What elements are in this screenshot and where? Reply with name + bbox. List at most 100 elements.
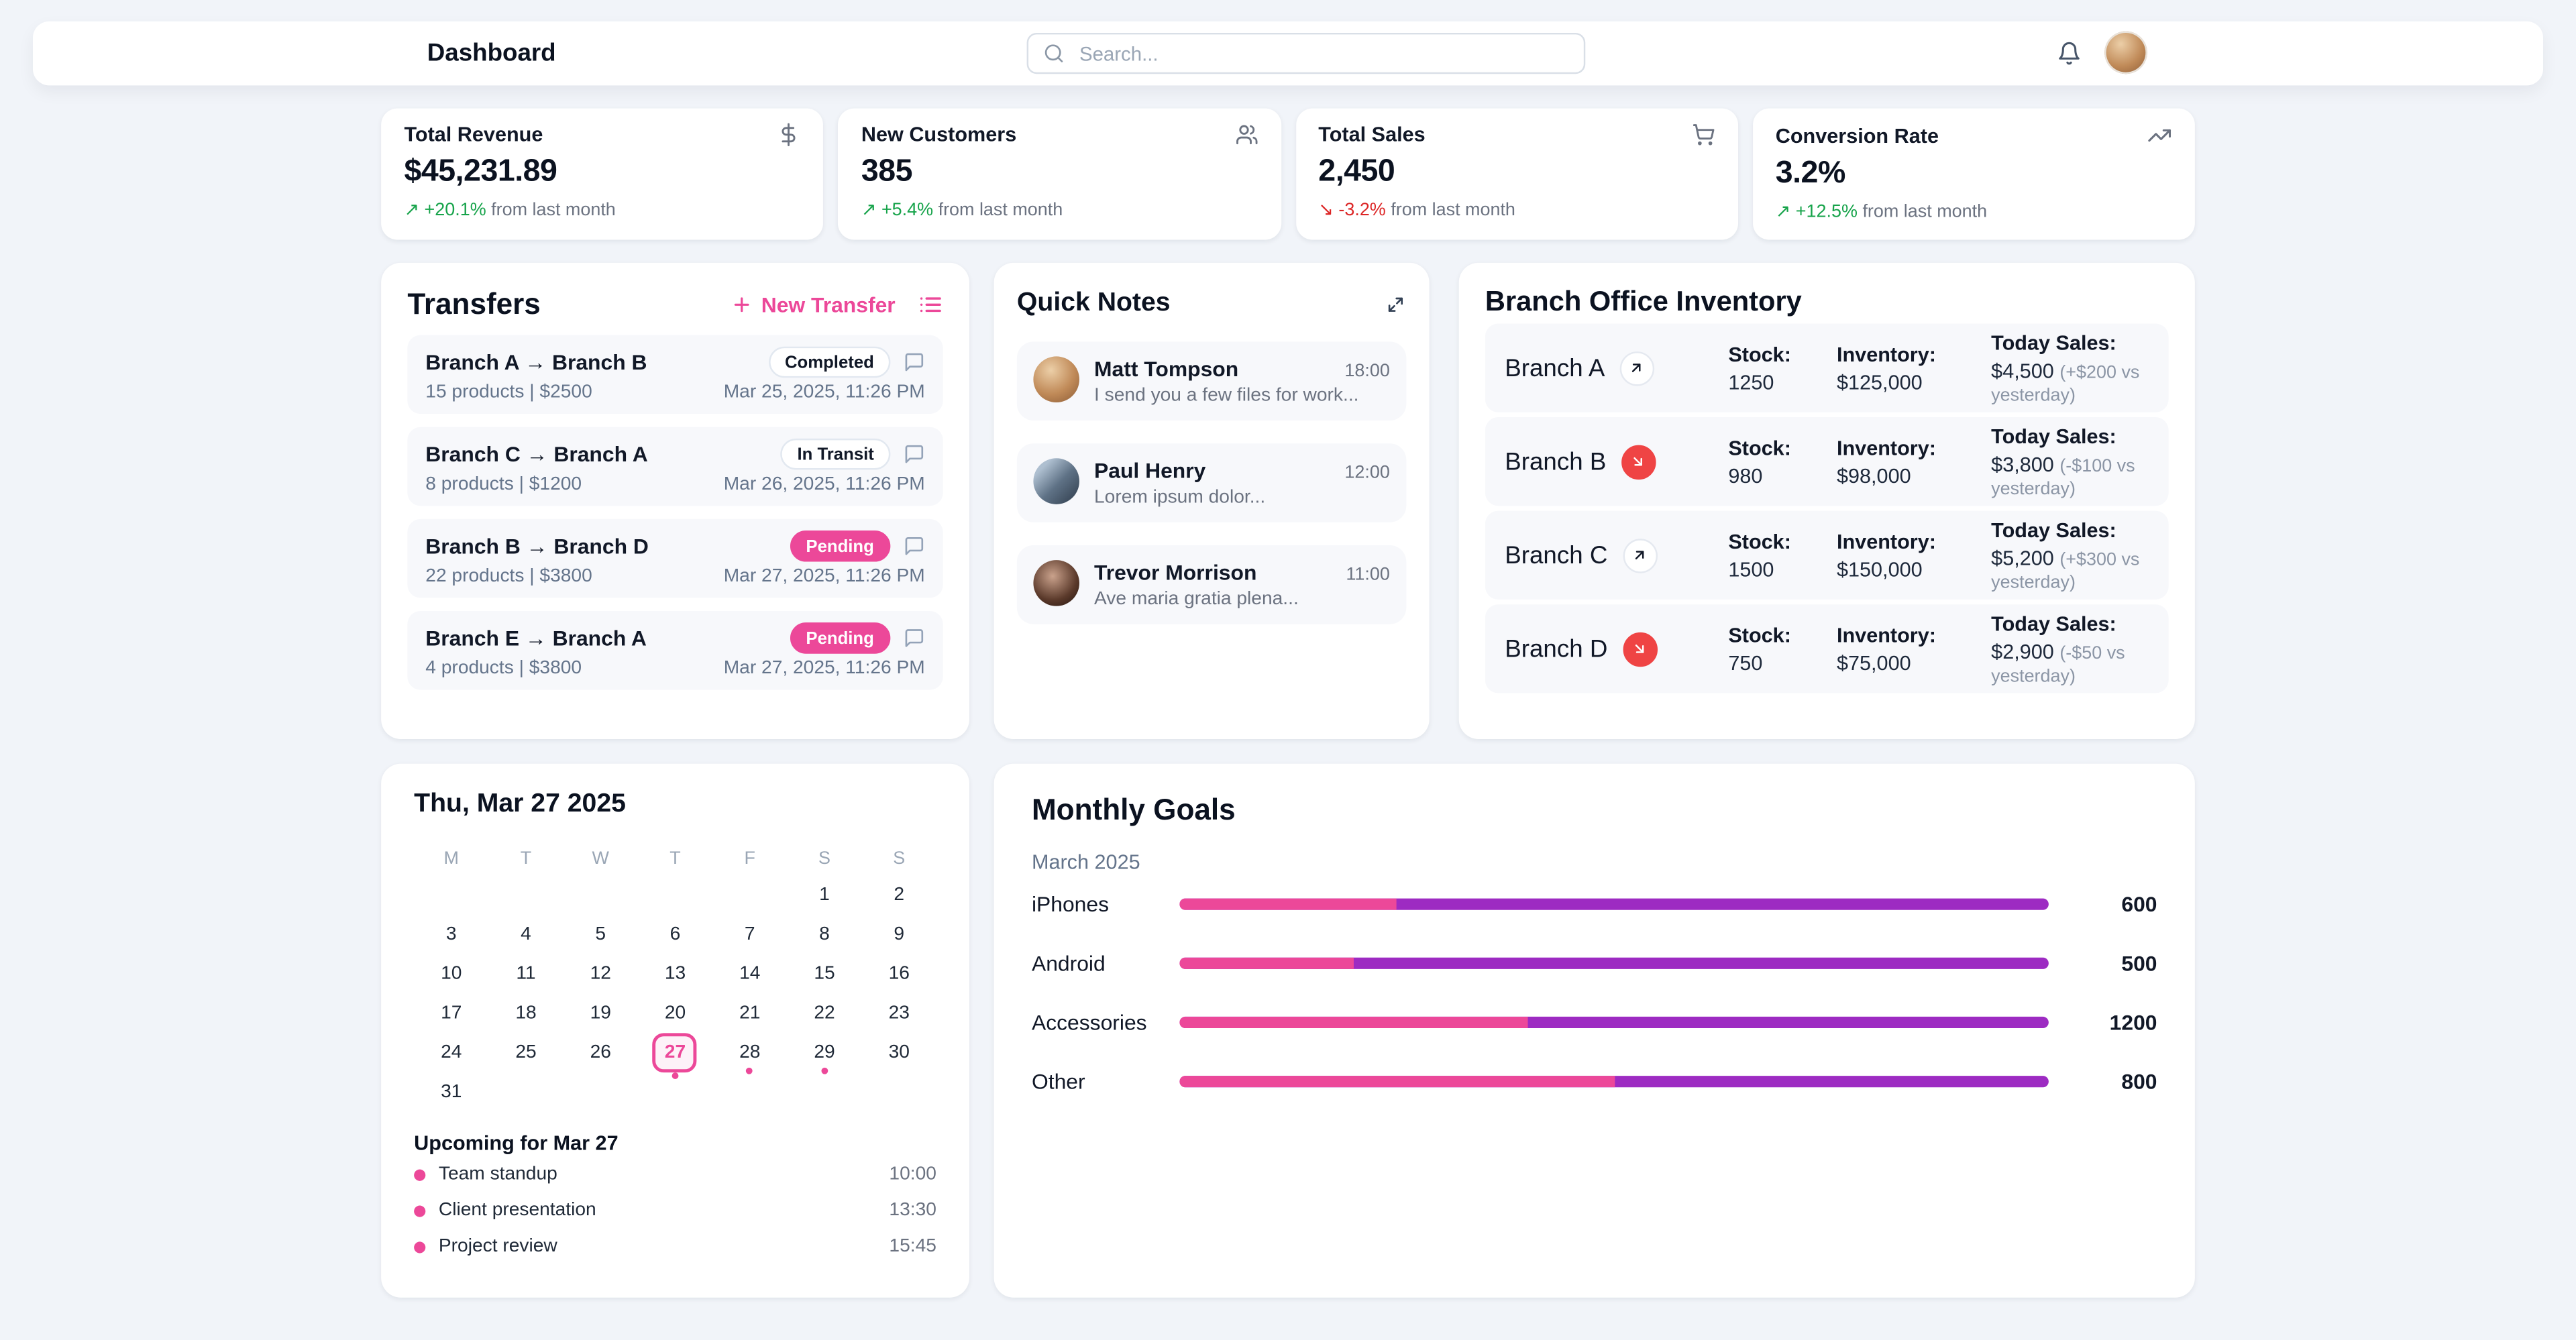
note-item[interactable]: Paul Henry 12:00 Lorem ipsum dolor... [1016,443,1407,522]
calendar-day[interactable]: 22 [814,1003,835,1023]
sales-label: Today Sales: [1991,331,2116,354]
upcoming-title: Upcoming for Mar 27 [414,1131,619,1155]
note-message: I send you a few files for work... [1094,386,1359,406]
sales-note: (+$300 vs yesterday) [1991,549,2140,592]
note-item[interactable]: Matt Tompson 18:00 I send you a few file… [1016,341,1407,421]
expand-icon[interactable] [1385,293,1406,315]
bell-icon[interactable] [2057,41,2082,66]
goal-progress-bar [1179,1074,2049,1087]
stat-cards-row: Total Revenue $45,231.89 ↗ +20.1% from l… [381,108,2195,240]
transfer-row[interactable]: Branch E → Branch A Pending 4 products |… [407,611,943,690]
search-icon [1043,43,1065,64]
calendar-day[interactable]: 31 [441,1082,462,1103]
avatar [1033,458,1079,504]
inventory-row[interactable]: Branch D Stock: 750 Inventory: $75,000 Tod… [1485,604,2169,693]
goal-label: Other [1031,1068,1085,1093]
transfer-date: Mar 27, 2025, 11:26 PM [723,566,925,587]
stock-label: Stock: [1728,529,1791,553]
calendar-day[interactable]: 28 [712,1033,787,1074]
branch-name: Branch C [1505,541,1608,569]
user-avatar[interactable] [2104,31,2147,74]
transfer-row[interactable]: Branch C → Branch A In Transit 8 product… [407,427,943,506]
inventory-row[interactable]: Branch B Stock: 980 Inventory: $98,000 Tod… [1485,417,2169,506]
dollar-icon [777,123,800,146]
transfer-row[interactable]: Branch B → Branch D Pending 22 products … [407,518,943,598]
calendar-day[interactable]: 11 [516,964,536,984]
calendar-day[interactable]: 2 [894,885,905,905]
weekday-label: T [669,848,681,869]
calendar-day[interactable]: 7 [744,924,755,945]
calendar-day[interactable]: 25 [515,1043,537,1063]
inventory-row[interactable]: Branch C Stock: 1500 Inventory: $150,000 T… [1485,510,2169,600]
inventory-label: Inventory: [1836,529,1936,553]
users-icon [1234,123,1257,146]
search-box[interactable] [1026,32,1586,74]
sales-value: $4,500 (+$200 vs yesterday) [1991,359,2140,405]
calendar-day[interactable]: 13 [664,964,686,984]
calendar-day[interactable]: 15 [814,964,835,984]
calendar-day[interactable]: 23 [888,1003,910,1023]
calendar-day[interactable]: 26 [590,1043,611,1063]
event-dot [414,1241,426,1253]
note-author: Trevor Morrison [1094,560,1257,585]
calendar-day[interactable]: 21 [739,1003,761,1023]
calendar-day[interactable]: 12 [590,964,611,984]
calendar-day[interactable]: 4 [521,924,531,945]
calendar-day[interactable]: 1 [819,885,830,905]
inventory-row[interactable]: Branch A Stock: 1250 Inventory: $125,000 T… [1485,323,2169,412]
quick-notes-title: Quick Notes [1016,289,1171,317]
calendar-day[interactable]: 5 [595,924,606,945]
calendar-day[interactable]: 8 [819,924,830,945]
goal-progress-bar [1179,1015,2049,1027]
transfer-route: Branch A → Branch B [425,349,647,375]
stat-label: Total Revenue [404,123,543,146]
calendar-day[interactable]: 19 [590,1003,611,1023]
calendar-day[interactable]: 17 [441,1003,462,1023]
event-item: Client presentation 13:30 [414,1194,936,1227]
stock-label: Stock: [1728,342,1791,366]
calendar-day [712,875,787,915]
trend-up-arrow: ↗ [404,200,420,221]
sales-note: (+$200 vs yesterday) [1991,362,2140,405]
calendar-day[interactable]: 24 [441,1043,462,1063]
calendar-day-selected[interactable]: 27 [638,1033,712,1079]
goal-row: Other 800 [1032,1051,2157,1110]
chat-icon[interactable] [904,351,925,373]
transfers-panel: Transfers New Transfer Branch A → Branch… [381,262,969,740]
calendar-day[interactable]: 30 [888,1043,910,1063]
event-dot [746,1067,753,1074]
calendar-day[interactable]: 9 [894,924,905,945]
calendar-day[interactable]: 6 [669,924,681,945]
transfer-row[interactable]: Branch A → Branch B Completed 15 product… [407,335,943,414]
weekday-label: M [443,848,459,869]
calendar-day[interactable]: 16 [888,964,910,984]
search-input[interactable] [1076,40,1569,67]
chat-icon[interactable] [904,443,925,465]
goal-label: Android [1031,950,1106,975]
note-message: Lorem ipsum dolor... [1094,488,1266,508]
avatar [1033,560,1079,606]
calendar-day[interactable]: 14 [739,964,761,984]
event-time: 13:30 [889,1201,936,1221]
event-dot [672,1072,679,1079]
stock-value: 980 [1728,463,1763,488]
note-message: Ave maria gratia plena... [1094,590,1299,610]
goal-row: iPhones 600 [1032,874,2157,933]
calendar-day[interactable]: 20 [664,1003,686,1023]
calendar-day[interactable]: 29 [787,1033,861,1074]
calendar-day[interactable]: 3 [445,924,457,945]
new-transfer-button[interactable]: New Transfer [732,292,896,317]
transfer-details: 4 products | $3800 [425,659,582,679]
calendar-day[interactable]: 10 [441,964,462,984]
calendar-day[interactable]: 18 [515,1003,537,1023]
chat-icon[interactable] [904,628,925,649]
transfer-date: Mar 27, 2025, 11:26 PM [723,659,925,679]
chat-icon[interactable] [904,535,925,557]
list-icon[interactable] [918,292,943,317]
inventory-value: $125,000 [1836,370,1923,394]
note-item[interactable]: Trevor Morrison 11:00 Ave maria gratia p… [1016,545,1407,624]
trend-down-arrow: ↘ [1318,200,1334,221]
sales-value: $2,900 (-$50 vs yesterday) [1991,639,2125,686]
stat-delta: ↗ +5.4% from last month [861,200,1063,221]
event-dot [414,1168,426,1180]
